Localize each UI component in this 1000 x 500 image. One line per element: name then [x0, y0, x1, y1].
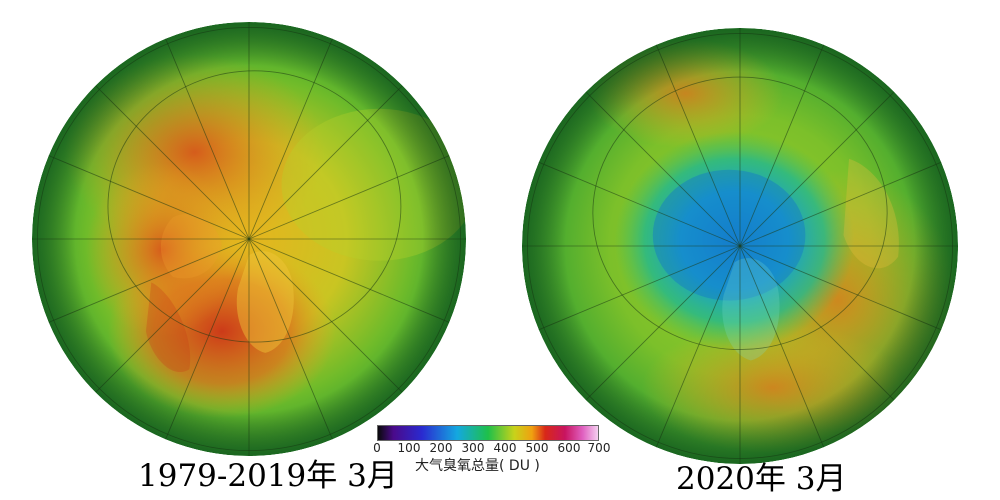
colorbar-tick-200: 200 [429, 441, 453, 455]
caption-1979-2019: 1979-2019年 3月 [138, 458, 398, 494]
colorbar-tick-600: 600 [557, 441, 581, 455]
colorbar-tick-100: 100 [397, 441, 421, 455]
colorbar [377, 425, 599, 441]
colorbar-tick-700: 700 [587, 441, 611, 455]
ozone-map-1979-2019 [32, 22, 466, 456]
caption-2020: 2020年 3月 [676, 461, 847, 497]
colorbar-tick-500: 500 [525, 441, 549, 455]
ozone-map-1979-2019-graphic [32, 22, 466, 456]
ozone-map-2020 [522, 28, 958, 464]
colorbar-tick-0: 0 [373, 441, 381, 455]
colorbar-label: 大气臭氧总量( DU ) [415, 458, 540, 474]
ozone-map-2020-graphic [522, 28, 958, 464]
colorbar-tick-400: 400 [493, 441, 517, 455]
colorbar-tick-300: 300 [461, 441, 485, 455]
